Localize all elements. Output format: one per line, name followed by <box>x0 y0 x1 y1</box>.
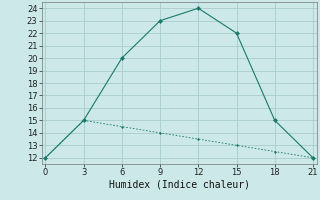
X-axis label: Humidex (Indice chaleur): Humidex (Indice chaleur) <box>109 180 250 190</box>
